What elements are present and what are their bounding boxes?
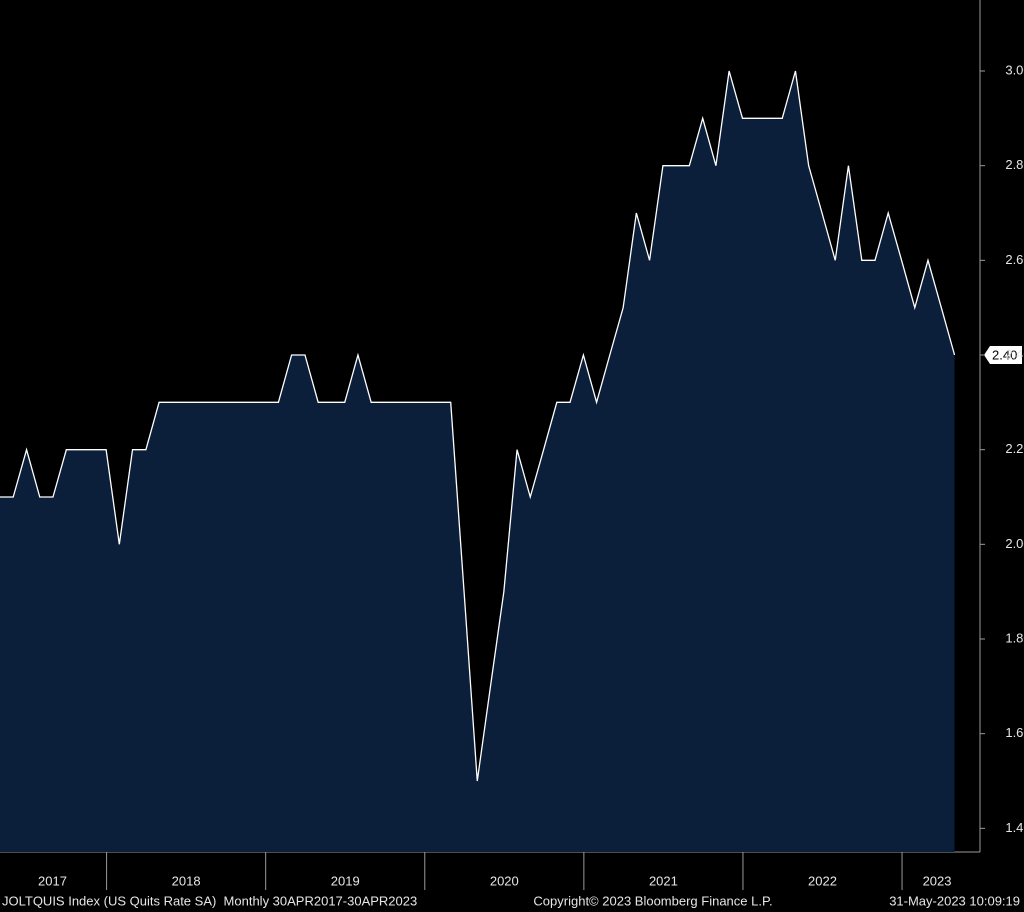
y-tick-label: 1.40 [1005, 820, 1024, 835]
y-tick-label: 1.80 [1005, 630, 1024, 645]
last-value-box [984, 346, 1022, 364]
area-fill [0, 71, 955, 852]
y-tick-label: 2.40 [1005, 346, 1024, 361]
y-tick-label: 1.60 [1005, 725, 1024, 740]
footer-copyright: Copyright© 2023 Bloomberg Finance L.P. [533, 893, 772, 908]
x-tick-label: 2017 [38, 873, 67, 888]
x-tick-label: 2023 [923, 873, 952, 888]
x-tick-label: 2021 [649, 873, 678, 888]
last-value-label: 2.40 [992, 347, 1017, 362]
x-tick-label: 2018 [172, 873, 201, 888]
y-tick-label: 2.60 [1005, 252, 1024, 267]
x-tick-label: 2020 [490, 873, 519, 888]
y-tick-label: 3.00 [1005, 62, 1024, 77]
y-tick-label: 2.80 [1005, 157, 1024, 172]
area-line [0, 70, 956, 782]
y-tick-label: 2.20 [1005, 441, 1024, 456]
footer-timestamp: 31-May-2023 10:09:19 [889, 893, 1020, 908]
x-tick-label: 2022 [808, 873, 837, 888]
footer-source: JOLTQUIS Index (US Quits Rate SA) Monthl… [2, 893, 417, 908]
x-tick-label: 2019 [331, 873, 360, 888]
y-tick-label: 2.00 [1005, 536, 1024, 551]
